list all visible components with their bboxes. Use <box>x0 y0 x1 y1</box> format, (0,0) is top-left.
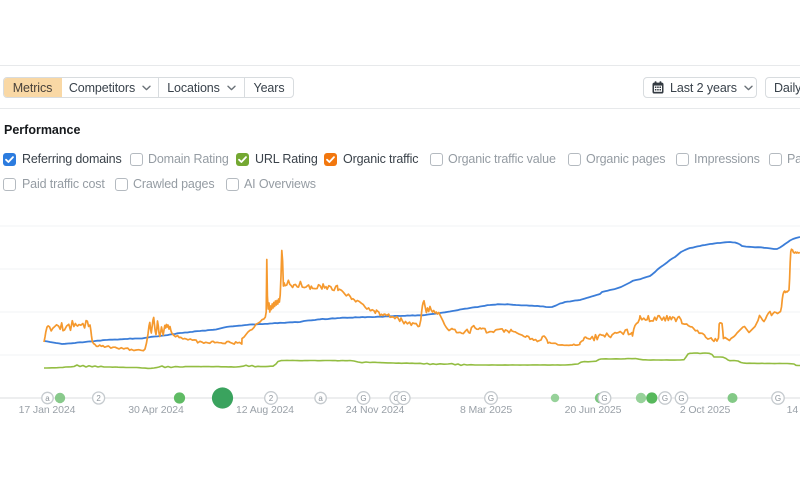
svg-text:2: 2 <box>96 394 101 403</box>
svg-text:G: G <box>678 394 684 403</box>
svg-text:G: G <box>360 394 366 403</box>
svg-text:a: a <box>45 394 50 403</box>
svg-text:2: 2 <box>269 394 274 403</box>
svg-text:G: G <box>775 394 781 403</box>
svg-text:G: G <box>400 394 406 403</box>
svg-text:a: a <box>318 394 323 403</box>
svg-text:G: G <box>601 394 607 403</box>
svg-text:G: G <box>488 394 494 403</box>
svg-text:G: G <box>393 394 399 403</box>
svg-text:G: G <box>662 394 668 403</box>
